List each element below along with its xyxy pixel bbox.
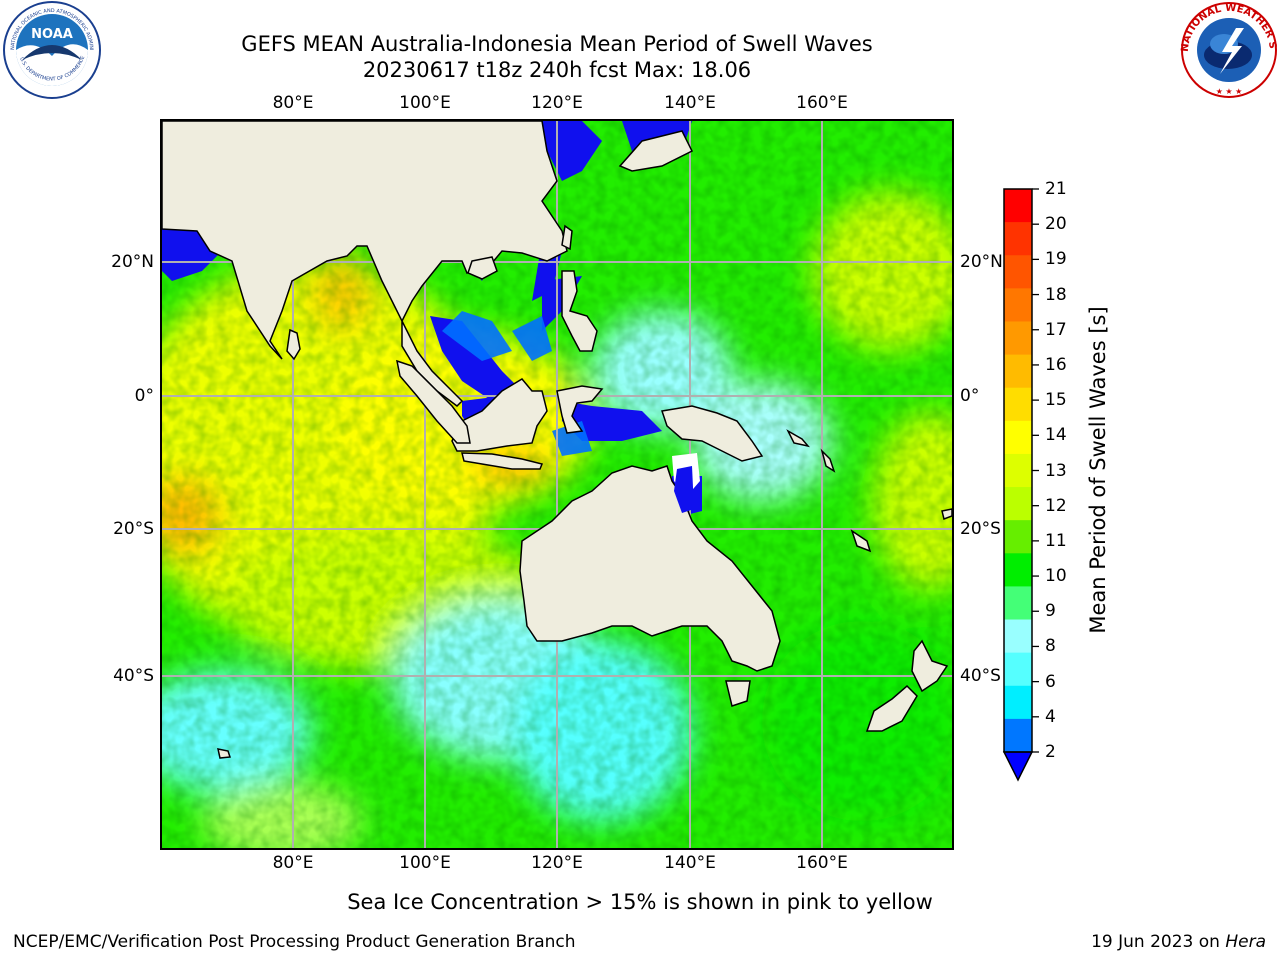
new-caledonia [850, 529, 872, 553]
sumatra [396, 359, 471, 444]
colorbar-tick-label: 20 [1045, 214, 1067, 235]
chart-title: GEFS MEAN Australia-Indonesia Mean Perio… [241, 32, 873, 56]
colorbar-segment [1004, 321, 1032, 356]
colorbar-tick-label: 13 [1045, 460, 1067, 481]
new-zealand-north [911, 639, 949, 693]
noaa-logo-text: NOAA [31, 27, 73, 42]
colorbar-tick-label: 17 [1045, 319, 1067, 340]
borneo [451, 378, 548, 452]
lon-label-bottom-120e: 120°E [531, 853, 583, 873]
sri-lanka [286, 328, 301, 361]
colorbar-tick-label: 14 [1045, 425, 1067, 446]
footer-machine: Hera [1225, 932, 1266, 952]
kerguelen [217, 748, 232, 759]
colorbar-tick-label: 11 [1045, 530, 1067, 551]
lat-label-right-0: 0° [960, 386, 980, 406]
vanuatu [820, 448, 836, 473]
nws-logo: NATIONAL WEATHER SERVICE ★ ★ ★ [1174, 0, 1280, 100]
colorbar-tick-label: 21 [1045, 179, 1067, 199]
colorbar-extend-arrow [1002, 751, 1034, 782]
colorbar-tick-label: 16 [1045, 354, 1067, 375]
colorbar-tick-label: 10 [1045, 566, 1067, 587]
landmasses [162, 121, 952, 759]
colorbar-tick-label: 9 [1045, 601, 1056, 622]
colorbar-tick-label: 4 [1045, 706, 1056, 727]
java [461, 452, 544, 470]
colorbar-tick-label: 8 [1045, 636, 1056, 657]
colorbar-tick-label: 15 [1045, 390, 1067, 411]
hainan [467, 256, 498, 280]
lon-label-top-80e: 80°E [272, 93, 314, 113]
colorbar-tick-label: 12 [1045, 495, 1067, 516]
japan-kyushu [618, 130, 694, 172]
lon-label-bottom-160e: 160°E [796, 853, 848, 873]
chart-subtitle: 20230617 t18z 240h fcst Max: 18.06 [362, 58, 752, 82]
new-zealand-south [865, 684, 918, 732]
lon-label-bottom-100e: 100°E [399, 853, 451, 873]
colorbar-segment [1004, 354, 1032, 389]
asia-mainland [162, 121, 568, 407]
sulawesi [556, 385, 604, 434]
colorbar-segment [1004, 288, 1032, 322]
australia [519, 465, 781, 672]
lon-label-top-100e: 100°E [399, 93, 451, 113]
colorbar-segment [1004, 487, 1032, 521]
tasmania [725, 680, 751, 707]
colorbar-label: Mean Period of Swell Waves [s] [1086, 306, 1110, 634]
lon-label-top-160e: 160°E [796, 93, 848, 113]
swell-period-map[interactable] [160, 119, 954, 850]
lat-label-left-40s: 40°S [113, 666, 154, 686]
fiji [941, 508, 952, 520]
colorbar-segment [1004, 652, 1032, 687]
lat-label-left-20n: 20°N [111, 252, 154, 272]
lon-label-bottom-140e: 140°E [664, 853, 716, 873]
colorbar-segment [1004, 685, 1032, 720]
sea-ice-note: Sea Ice Concentration > 15% is shown in … [347, 890, 933, 914]
colorbar-tick-label: 6 [1045, 671, 1056, 692]
colorbar-segment [1004, 255, 1032, 289]
lat-label-right-20n: 20°N [960, 252, 1003, 272]
svg-text:★ ★ ★: ★ ★ ★ [1216, 87, 1243, 96]
colorbar-tick-label: 2 [1045, 742, 1056, 762]
taiwan [561, 224, 573, 251]
colorbar-frame [1003, 188, 1033, 753]
lon-label-bottom-80e: 80°E [272, 853, 314, 873]
colorbar-segment [1004, 520, 1032, 554]
colorbar-tick-label: 19 [1045, 249, 1067, 270]
lat-label-left-20s: 20°S [113, 519, 154, 539]
colorbar-segment [1004, 420, 1032, 455]
colorbar-segment [1004, 387, 1032, 422]
footer-date: 19 Jun 2023 on Hera [1091, 932, 1266, 952]
footer-date-text: 19 Jun 2023 on [1091, 932, 1226, 952]
noaa-logo: NOAA NATIONAL OCEANIC AND ATMOSPHERIC AD… [0, 0, 104, 100]
lat-label-right-20s: 20°S [960, 519, 1001, 539]
colorbar-segment [1004, 453, 1032, 488]
lon-label-top-120e: 120°E [531, 93, 583, 113]
colorbar-segment [1004, 718, 1032, 753]
colorbar-segment [1004, 586, 1032, 621]
lat-label-left-0: 0° [134, 386, 154, 406]
colorbar-segment [1004, 189, 1032, 223]
new-guinea [661, 405, 764, 462]
philippines [561, 270, 598, 352]
swell-field [162, 121, 952, 848]
footer-credit: NCEP/EMC/Verification Post Processing Pr… [13, 932, 576, 952]
colorbar-segment [1004, 222, 1032, 256]
colorbar-tick-label: 18 [1045, 284, 1067, 305]
colorbar-segment [1004, 619, 1032, 654]
lat-label-right-40s: 40°S [960, 666, 1001, 686]
lon-label-top-140e: 140°E [664, 93, 716, 113]
solomon-islands [786, 429, 811, 448]
colorbar-segment [1004, 553, 1032, 587]
